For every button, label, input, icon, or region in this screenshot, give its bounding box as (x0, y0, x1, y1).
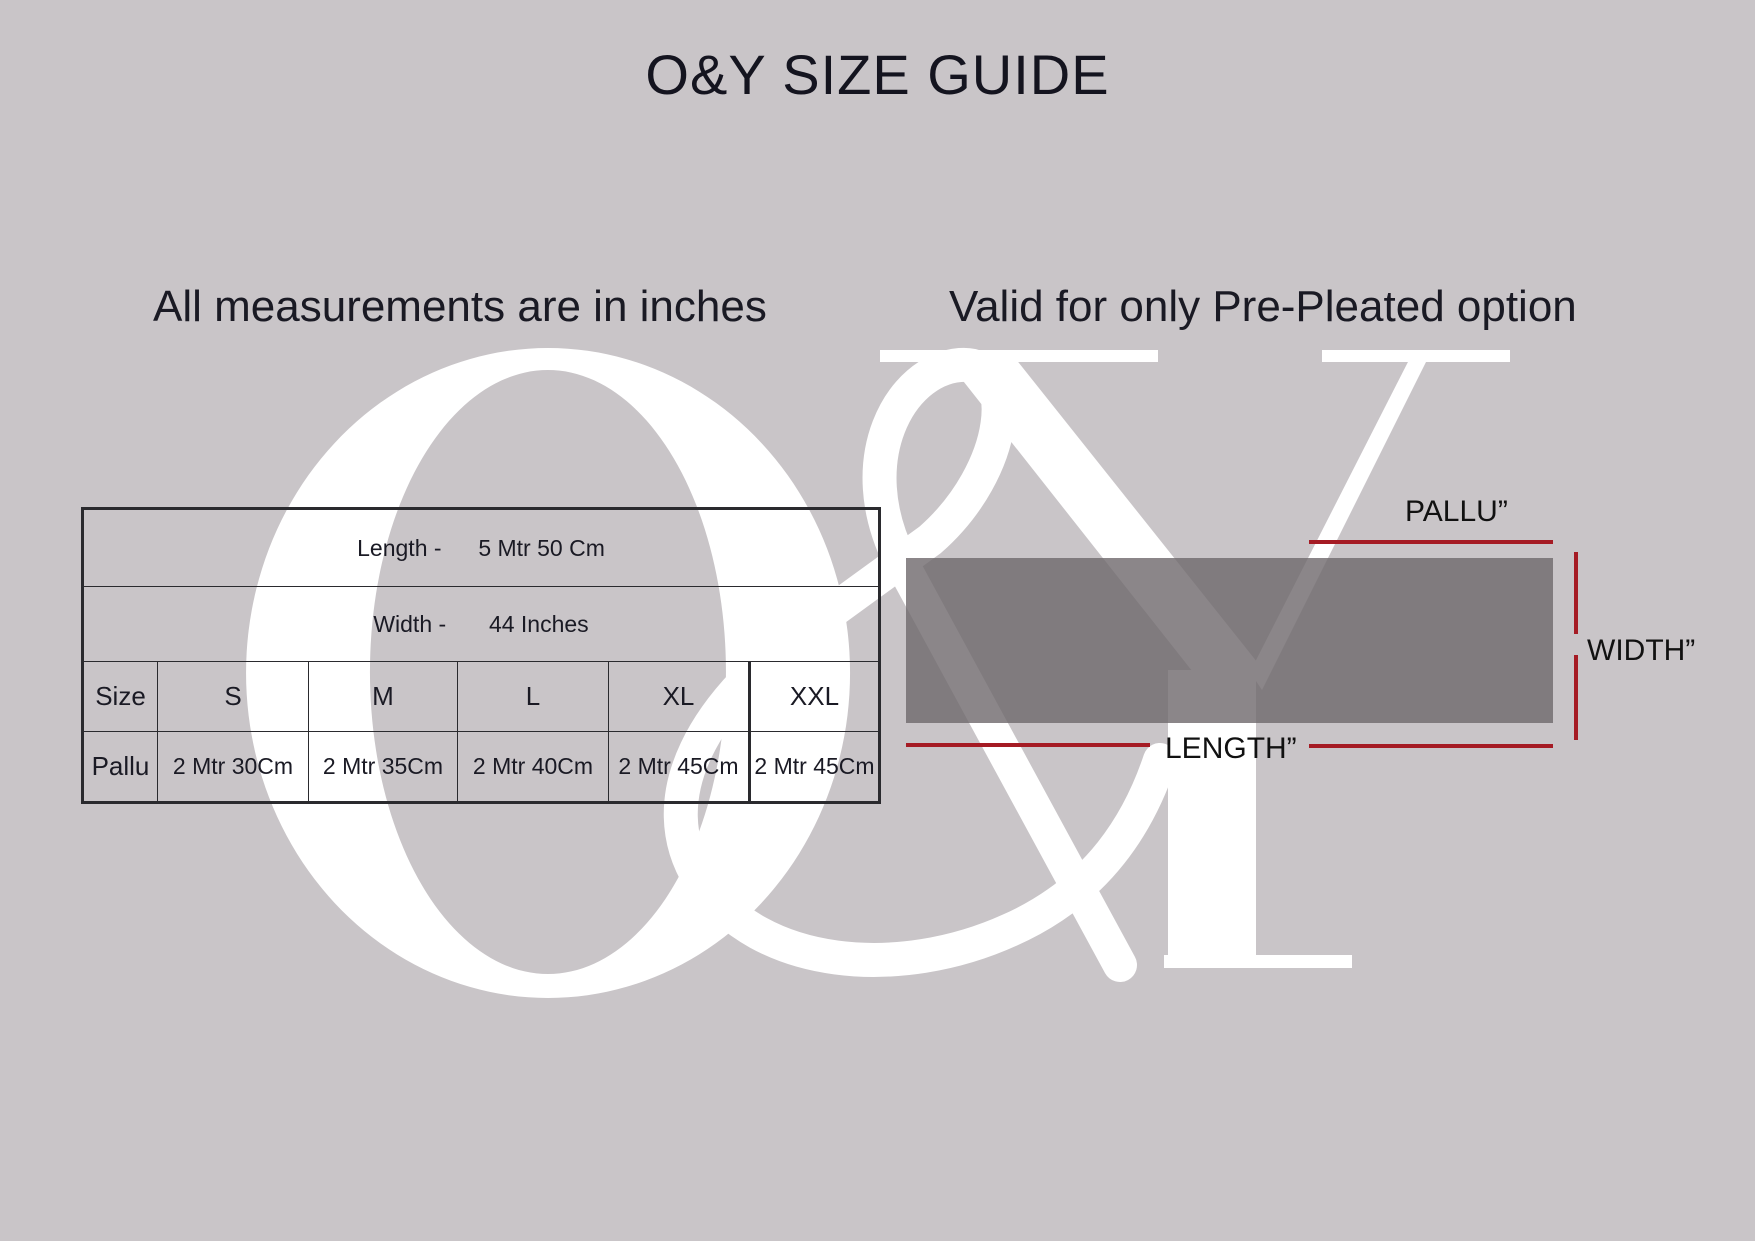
width-label: WIDTH” (1587, 634, 1696, 667)
width-value: 44 Inches (488, 610, 589, 637)
pallu-cell: 2 Mtr 35Cm (308, 731, 458, 803)
pallu-row: Pallu 2 Mtr 30Cm 2 Mtr 35Cm 2 Mtr 40Cm 2… (82, 731, 880, 803)
pallu-cell: 2 Mtr 40Cm (457, 731, 609, 803)
length-marker-line-right (1309, 744, 1553, 748)
size-cell: XL (608, 661, 751, 732)
pallu-cell: 2 Mtr 30Cm (157, 731, 309, 803)
length-marker-line-left (906, 743, 1150, 747)
width-marker-line-bottom (1574, 655, 1578, 740)
page-title: O&Y SIZE GUIDE (645, 43, 1110, 106)
size-header: Size (82, 661, 158, 732)
width-label: Width - (373, 610, 447, 637)
pre-pleated-note: Valid for only Pre-Pleated option (949, 282, 1577, 331)
length-label: Length - (357, 534, 442, 561)
pallu-label: PALLU” (1405, 495, 1508, 528)
pallu-cell: 2 Mtr 45Cm (608, 731, 751, 803)
pallu-marker-line (1309, 540, 1553, 544)
fabric-rectangle (906, 558, 1553, 723)
size-cell: XXL (749, 661, 880, 732)
pallu-cell: 2 Mtr 45Cm (749, 731, 880, 803)
size-cell: S (157, 661, 309, 732)
width-row: Width - 44 Inches (82, 586, 880, 662)
size-cell: L (457, 661, 609, 732)
size-cell: M (308, 661, 458, 732)
measurement-unit-note: All measurements are in inches (153, 282, 767, 331)
width-marker-line-top (1574, 552, 1578, 634)
pallu-header: Pallu (82, 731, 158, 803)
length-row: Length - 5 Mtr 50 Cm (82, 508, 880, 587)
size-table: Length - 5 Mtr 50 Cm Width - 44 Inches S… (81, 507, 881, 804)
size-row: Size S M L XL XXL (82, 661, 880, 732)
length-label: LENGTH” (1165, 732, 1297, 765)
length-value: 5 Mtr 50 Cm (478, 534, 605, 561)
